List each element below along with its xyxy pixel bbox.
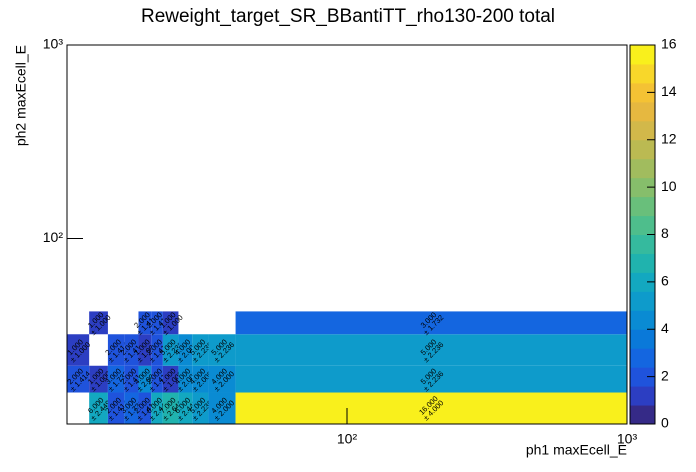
heatmap-cell [124, 334, 139, 366]
heatmap-cell [151, 334, 163, 366]
heatmap-cell [138, 311, 152, 335]
heatmap-cell [208, 392, 236, 424]
heatmap-cell [192, 392, 209, 424]
colorbar-swatch [630, 196, 655, 217]
colorbar-swatch [630, 329, 655, 349]
heatmap-cell [178, 365, 193, 393]
heatmap-cell [151, 392, 163, 424]
y-axis-label: ph2 maxEcell_E [13, 45, 29, 146]
x-tick-label: 10² [337, 431, 358, 447]
heatmap-cell [124, 365, 139, 393]
colorbar-tick-label: 6 [661, 273, 669, 289]
heatmap-cell [151, 311, 163, 335]
colorbar-tick-label: 8 [661, 225, 669, 241]
heatmap-cell [208, 334, 236, 366]
heatmap-cell [151, 365, 163, 393]
heatmap-cell [192, 334, 209, 366]
colorbar-swatch [630, 291, 655, 311]
colorbar-swatch [630, 405, 655, 425]
heatmap-cell [138, 365, 152, 393]
heatmap-cell [107, 365, 125, 393]
y-tick-label: 10³ [43, 36, 64, 52]
colorbar-swatch [630, 272, 655, 292]
heatmap-cell [89, 311, 108, 335]
colorbar-swatch [630, 158, 655, 179]
heatmap-cell [67, 365, 90, 393]
heatmap-cell [162, 311, 179, 335]
colorbar-swatch [630, 348, 655, 368]
heatmap-cell [178, 392, 193, 424]
heatmap-cell [235, 365, 628, 393]
colorbar-swatch [630, 45, 655, 65]
heatmap-cell [107, 392, 125, 424]
colorbar-swatch [630, 120, 655, 141]
colorbar-swatch [630, 101, 655, 122]
heatmap-cell [235, 334, 628, 366]
heatmap-cell [67, 334, 90, 366]
heatmap-cell [162, 334, 179, 366]
heatmap-cell [235, 311, 628, 335]
heatmap-cell [192, 365, 209, 393]
chart-title: Reweight_target_SR_BBantiTT_rho130-200 t… [141, 6, 555, 27]
heatmap-cell [138, 392, 152, 424]
colorbar-tick-label: 4 [661, 320, 669, 336]
heatmap-cell [107, 334, 125, 366]
heatmap-cell [89, 365, 108, 393]
x-tick-label: 10³ [617, 431, 638, 447]
heatmap-cell [162, 365, 179, 393]
colorbar-swatch [630, 139, 655, 160]
colorbar-tick-label: 12 [661, 130, 677, 146]
heatmap-cell [124, 392, 139, 424]
colorbar-swatch [630, 310, 655, 330]
colorbar-swatch [630, 367, 655, 387]
heatmap-cell [235, 392, 628, 424]
heatmap-cell [89, 392, 108, 424]
colorbar-swatch [630, 215, 655, 235]
colorbar-tick-label: 2 [661, 367, 669, 383]
colorbar-tick-label: 10 [661, 178, 677, 194]
colorbar-tick-label: 16 [661, 36, 677, 52]
colorbar-swatch [630, 63, 655, 84]
heatmap-cell [178, 334, 193, 366]
heatmap-cell [208, 365, 236, 393]
heatmap-cell [138, 334, 152, 366]
x-axis-label: ph1 maxEcell_E [526, 442, 627, 458]
colorbar-swatch [630, 234, 655, 254]
y-tick-label: 10² [43, 229, 64, 245]
heatmap-cell [162, 392, 179, 424]
colorbar-swatch [630, 82, 655, 103]
colorbar-tick-label: 14 [661, 83, 677, 99]
colorbar-tick-label: 0 [661, 415, 669, 431]
colorbar-swatch [630, 386, 655, 406]
colorbar-swatch [630, 253, 655, 273]
colorbar-swatch [630, 177, 655, 198]
